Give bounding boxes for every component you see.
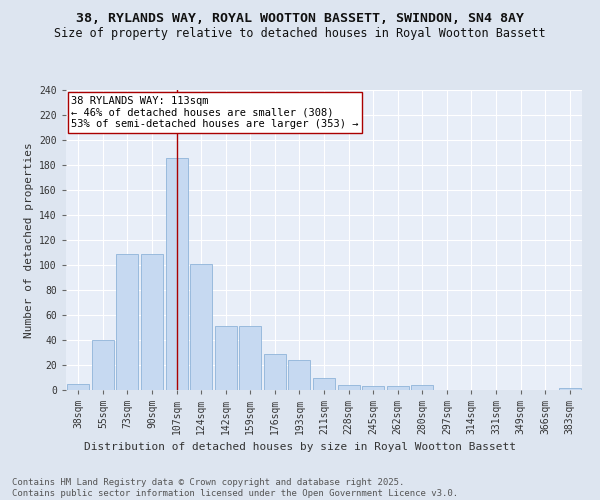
Bar [264, 354, 286, 390]
Bar [166, 158, 188, 390]
Y-axis label: Number of detached properties: Number of detached properties [24, 142, 34, 338]
Bar [362, 386, 384, 390]
Text: Distribution of detached houses by size in Royal Wootton Bassett: Distribution of detached houses by size … [84, 442, 516, 452]
Bar [215, 326, 237, 390]
Text: 38 RYLANDS WAY: 113sqm
← 46% of detached houses are smaller (308)
53% of semi-de: 38 RYLANDS WAY: 113sqm ← 46% of detached… [71, 96, 359, 129]
Text: Size of property relative to detached houses in Royal Wootton Bassett: Size of property relative to detached ho… [54, 28, 546, 40]
Bar [190, 264, 212, 390]
Bar [559, 388, 581, 390]
Bar [239, 326, 262, 390]
Bar [92, 340, 114, 390]
Bar [386, 386, 409, 390]
Bar [289, 360, 310, 390]
Bar [411, 385, 433, 390]
Text: Contains HM Land Registry data © Crown copyright and database right 2025.
Contai: Contains HM Land Registry data © Crown c… [12, 478, 458, 498]
Bar [313, 378, 335, 390]
Text: 38, RYLANDS WAY, ROYAL WOOTTON BASSETT, SWINDON, SN4 8AY: 38, RYLANDS WAY, ROYAL WOOTTON BASSETT, … [76, 12, 524, 26]
Bar [338, 385, 359, 390]
Bar [67, 384, 89, 390]
Bar [116, 254, 139, 390]
Bar [141, 254, 163, 390]
